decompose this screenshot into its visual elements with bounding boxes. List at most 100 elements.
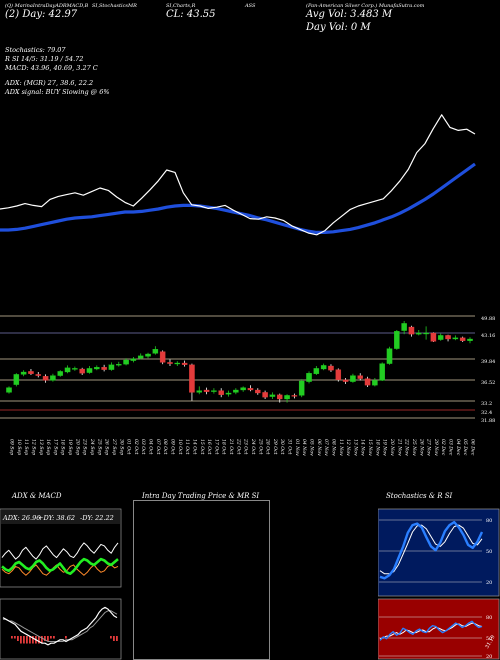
date-tick: 07 Oct xyxy=(155,439,161,455)
candle-body xyxy=(152,349,159,354)
date-tick: 25 Sep xyxy=(96,438,102,455)
candle-body xyxy=(94,367,100,370)
date-tick: 16 Sep xyxy=(45,439,51,455)
macd-frame xyxy=(0,598,122,660)
date-tick: 14 Nov xyxy=(360,439,366,456)
date-tick: 20 Nov xyxy=(389,438,395,456)
candle-body xyxy=(137,355,144,359)
date-tick: 12 Sep xyxy=(30,439,36,455)
candle-body xyxy=(284,395,290,400)
macd-hist-bar xyxy=(50,636,52,639)
candle-body xyxy=(350,375,356,382)
level-label: 39.84 xyxy=(481,359,495,365)
header-day-volume: Day Vol: 0 M xyxy=(306,22,371,33)
candle-body xyxy=(233,389,239,393)
date-tick: 04 Dec xyxy=(455,439,461,456)
candle-body xyxy=(247,388,254,391)
candle-body xyxy=(130,358,137,361)
ma-line xyxy=(0,162,476,234)
date-tick: 23 Oct xyxy=(243,438,249,455)
date-tick: 18 Oct xyxy=(221,439,227,455)
candle-body xyxy=(276,394,283,400)
date-tick: 29 Nov xyxy=(433,438,439,456)
date-tick: 18 Sep xyxy=(60,439,66,455)
stoch-tick: 20 xyxy=(486,580,492,586)
level-label: 49.88 xyxy=(481,316,495,322)
date-tick: 19 Sep xyxy=(67,439,73,455)
date-tick: 04 Nov xyxy=(301,439,307,456)
header-title-5: (Pan-American Silver Corp.) MunafaSutra.… xyxy=(306,3,425,9)
date-tick: 06 Dec xyxy=(470,439,476,456)
macd-hist-bar xyxy=(20,636,22,644)
candle-body xyxy=(269,394,276,397)
macd-hist-bar xyxy=(23,636,25,644)
candle-body xyxy=(298,380,305,396)
candle-body xyxy=(116,364,122,366)
date-tick: 29 Oct xyxy=(272,438,278,455)
level-label: 36.52 xyxy=(481,380,495,386)
candle-body xyxy=(57,371,63,376)
minus-dy-line xyxy=(1,564,119,576)
candle-body xyxy=(174,362,181,365)
macd-hist-bar xyxy=(113,636,115,641)
date-tick: 20 Sep xyxy=(74,438,80,455)
candle-body xyxy=(459,337,466,341)
date-tick: 05 Nov xyxy=(309,439,315,456)
candle-body xyxy=(394,331,400,349)
date-tick: 30 Sep xyxy=(118,439,124,455)
adx-label-adx: ADX: 26.96 xyxy=(2,514,40,522)
adx-label-dip: +DY: 38.62 xyxy=(38,514,75,522)
candle-body xyxy=(86,368,93,373)
price-line xyxy=(0,114,476,236)
macd-hist-bar xyxy=(29,636,31,644)
date-tick: 06 Nov xyxy=(316,439,322,456)
adx-label-band xyxy=(1,510,120,524)
candle-body xyxy=(335,369,342,380)
date-tick: 22 Oct xyxy=(235,438,241,455)
macd-hist-bar xyxy=(14,636,16,639)
candle-body xyxy=(72,368,78,370)
candle-body xyxy=(181,362,188,365)
candle-body xyxy=(20,371,27,375)
date-tick: 27 Sep xyxy=(111,438,117,455)
candle-body xyxy=(196,390,203,393)
level-label: 33.2 xyxy=(481,401,492,407)
macd-line xyxy=(2,606,118,646)
macd-hist-bar xyxy=(38,636,40,644)
date-tick: 31 Oct xyxy=(287,439,293,455)
plus-dy-line xyxy=(1,542,119,560)
level-label: 43.16 xyxy=(481,333,495,339)
candle-body xyxy=(255,389,261,394)
candle-body xyxy=(364,378,371,386)
candle-body xyxy=(430,332,437,342)
date-tick: 11 Oct xyxy=(184,439,190,455)
candle-body xyxy=(342,379,349,382)
candle-body xyxy=(408,326,415,335)
candle-body xyxy=(50,375,56,381)
header-day-price: (2) Day: 42.97 xyxy=(5,9,78,20)
macd-hist-bar xyxy=(65,636,67,639)
stoch-slow-line xyxy=(379,524,483,575)
candle-body xyxy=(467,338,473,341)
date-tick: 10 Sep xyxy=(16,439,22,455)
candle-body xyxy=(328,365,334,371)
candle-body xyxy=(262,392,268,398)
candle-body xyxy=(101,367,107,370)
rsi-tick: 50 xyxy=(486,636,492,642)
header-adx-signal: ADX signal: BUY Slowing @ 6% xyxy=(5,88,110,96)
date-tick: 01 Oct xyxy=(126,439,132,455)
date-tick: 03 Dec xyxy=(448,439,454,456)
stoch-fast-line xyxy=(379,520,484,580)
candle-body xyxy=(452,337,459,340)
candle-body xyxy=(357,375,363,379)
level-label: 31.88 xyxy=(481,418,495,424)
stoch-frame xyxy=(378,508,500,597)
rsi-tick: 20 xyxy=(486,654,492,660)
candle-body xyxy=(108,364,115,370)
header-close-price: CL: 43.55 xyxy=(166,9,216,20)
intraday-panel xyxy=(133,500,270,660)
candle-body xyxy=(218,390,224,395)
macd-hist-bar xyxy=(44,636,46,641)
